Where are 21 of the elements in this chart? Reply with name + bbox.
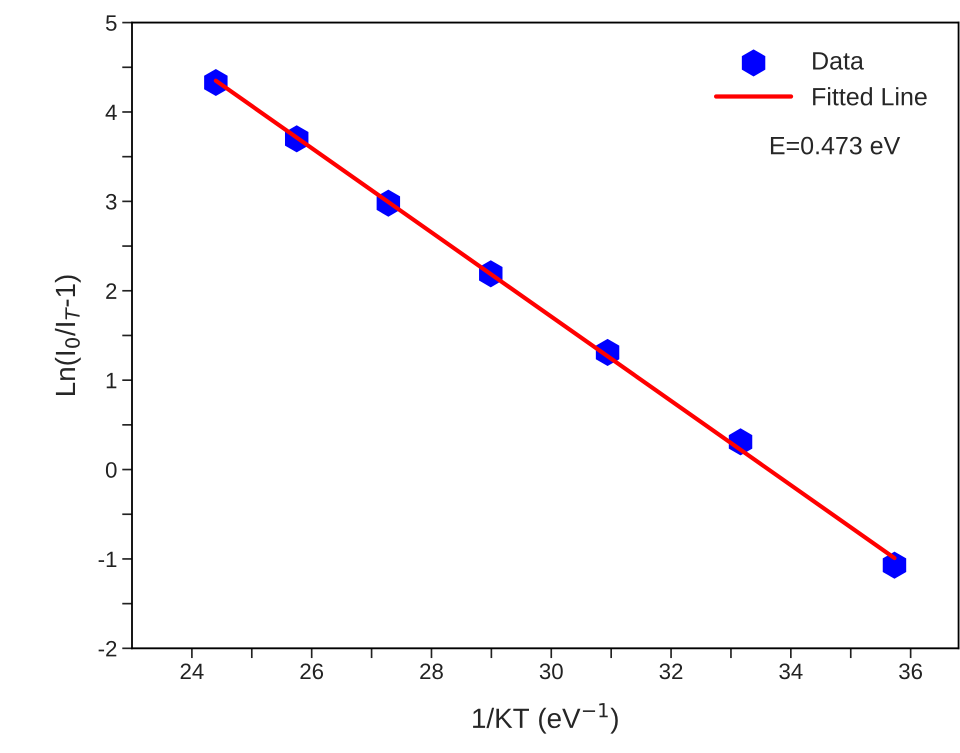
legend-label: Data bbox=[813, 52, 864, 70]
y-axis-title: Ln(I$_{0}$/I$_{T}$-1) bbox=[54, 275, 81, 395]
x-tick-label: 36 bbox=[899, 664, 922, 680]
y-tick-label: -2 bbox=[98, 640, 116, 656]
y-tick-label: 2 bbox=[106, 283, 116, 299]
y-tick-label: 3 bbox=[106, 194, 116, 210]
y-tick-label: 1 bbox=[106, 372, 116, 388]
annotation: E=0.473 eV bbox=[770, 136, 900, 154]
legend-label: Fitted Line bbox=[813, 87, 927, 106]
x-tick-label: 32 bbox=[660, 664, 682, 680]
x-tick-label: 34 bbox=[779, 664, 803, 680]
y-tick-label: 0 bbox=[106, 462, 117, 478]
x-tick-label: 30 bbox=[540, 664, 563, 680]
y-tick-label: 5 bbox=[106, 15, 116, 31]
x-tick-label: 28 bbox=[420, 664, 443, 680]
y-tick-label: 4 bbox=[106, 104, 117, 120]
x-tick-label: 24 bbox=[180, 664, 204, 680]
y-tick-label: -1 bbox=[98, 552, 116, 567]
x-axis-title: 1/KT (eV$^{−1}$) bbox=[473, 703, 618, 734]
x-tick-label: 26 bbox=[300, 664, 324, 680]
point bbox=[882, 552, 906, 579]
